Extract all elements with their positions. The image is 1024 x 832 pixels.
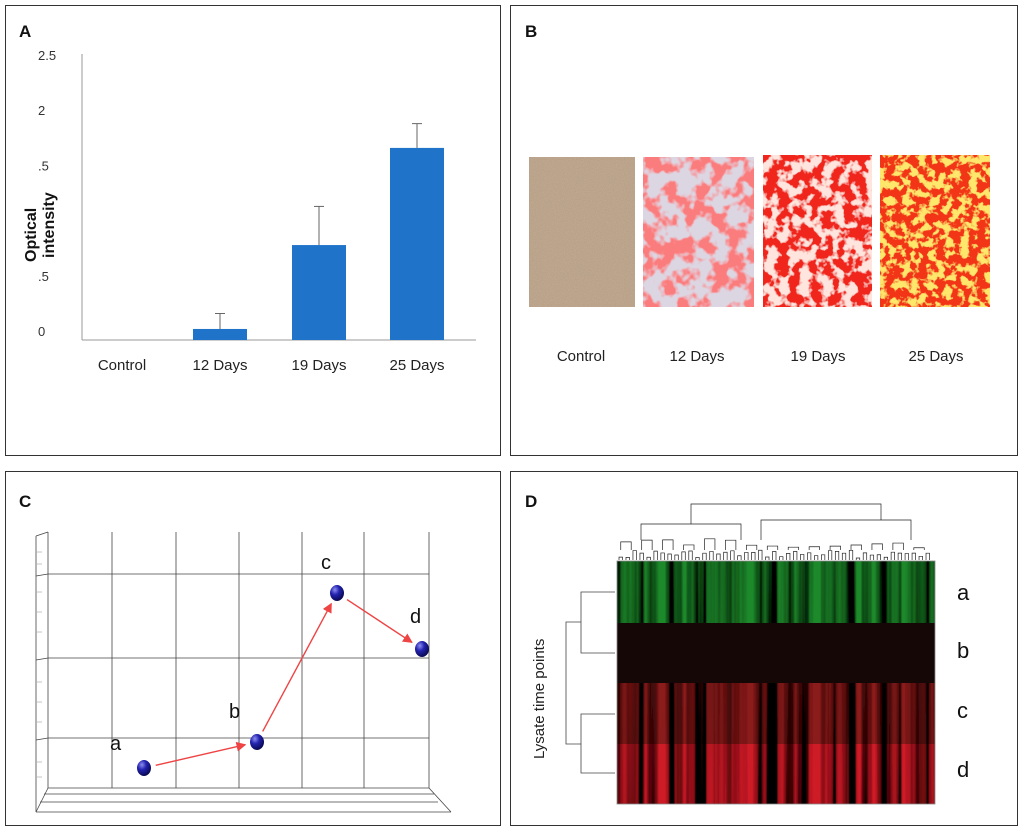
panel-b-label: B — [525, 22, 538, 41]
caption-25-days: 25 Days — [908, 348, 964, 365]
panel-c: C — [5, 471, 501, 826]
panel-d-label: D — [525, 492, 538, 511]
point-label: c — [321, 552, 331, 574]
caption-control: Control — [556, 348, 606, 365]
image-19-days — [763, 155, 872, 307]
bar — [390, 147, 444, 340]
point-label: a — [110, 733, 122, 755]
x-tick-label: 19 Days — [291, 357, 346, 374]
data-point — [250, 734, 264, 750]
x-tick-label: Control — [98, 357, 146, 374]
y-tick-label: .5 — [38, 269, 49, 284]
point-label: b — [229, 701, 240, 723]
x-tick-label: 12 Days — [192, 357, 247, 374]
point-label: d — [410, 606, 421, 628]
image-25-days — [880, 155, 990, 307]
row-label-b: b — [957, 638, 969, 663]
pca-plot: a b c d — [35, 531, 452, 813]
trajectory-arrow — [155, 741, 247, 766]
panel-c-label: C — [19, 492, 32, 511]
row-label-d: d — [957, 757, 969, 782]
column-dendrogram — [618, 503, 930, 560]
row-label-a: a — [957, 580, 970, 605]
heatmap-row-b — [617, 623, 935, 683]
y-axis-label: Opticalintensity — [23, 192, 58, 262]
panel-b: B — [510, 5, 1018, 456]
y-tick-label: 0 — [38, 324, 45, 339]
heatmap-ylabel: Lysate time points — [531, 639, 548, 759]
heatmap: Lysate time points a b c d — [531, 503, 970, 805]
heatmap-row-d — [617, 744, 935, 804]
y-tick-label: 2 — [38, 103, 45, 118]
y-tick-label: 2.5 — [38, 48, 56, 63]
panel-a-label: A — [19, 22, 32, 41]
caption-19-days: 19 Days — [790, 348, 846, 365]
bar — [292, 245, 346, 340]
y-tick-label: .5 — [38, 158, 49, 173]
heatmap-row-c — [617, 683, 935, 744]
trajectory-arrow — [262, 602, 332, 732]
bar-chart: 0 .5 .5 2 2.5 Opticalintensity Control 12 Days 1… — [23, 48, 476, 374]
data-point — [330, 585, 344, 601]
heatmap-row-a — [617, 561, 935, 623]
caption-12-days: 12 Days — [669, 348, 725, 365]
panel-a: A 0 .5 .5 2 2.5 Opticalintensity Control 12 Day… — [5, 5, 501, 456]
trajectory-arrow — [346, 599, 413, 643]
panel-d: D Lysate time points a b c d — [510, 471, 1018, 826]
trajectory-arrows — [155, 599, 413, 766]
image-12-days — [643, 157, 754, 307]
data-point — [137, 760, 151, 776]
data-point — [415, 641, 429, 657]
row-label-c: c — [957, 698, 968, 723]
staining-images — [529, 155, 990, 307]
image-control — [529, 157, 635, 307]
x-tick-label: 25 Days — [389, 357, 444, 374]
grid — [35, 531, 452, 813]
row-dendrogram — [565, 591, 615, 774]
bar — [193, 328, 247, 340]
